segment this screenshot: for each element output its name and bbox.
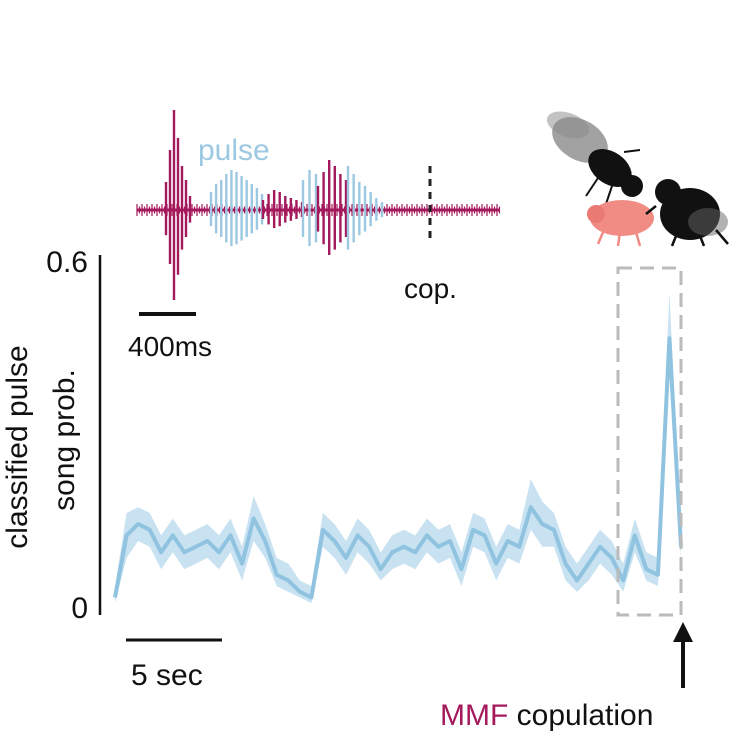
scalebar-400ms-label: 400ms — [128, 331, 212, 362]
copulation-highlight-box — [616, 266, 683, 617]
copulating-male-fly-icon — [645, 179, 729, 247]
copulation-annotation: MMF copulation — [440, 699, 653, 732]
y-axis-label-line1: classified pulse — [1, 345, 34, 548]
pulse-label: pulse — [198, 134, 270, 167]
male-fly-icon — [546, 111, 643, 205]
copulation-label: copulation — [517, 699, 654, 732]
female-fly-icon — [587, 200, 654, 247]
pulse-probability-chart: 0.6 0 classified pulse song prob. 5 sec … — [1, 246, 693, 732]
y-tick-label-bottom: 0 — [71, 592, 88, 625]
scalebar-5sec-label: 5 sec — [131, 659, 203, 692]
data-points — [114, 338, 682, 598]
copulation-arrow-icon — [673, 622, 693, 642]
song-trace-waveform — [136, 110, 501, 300]
y-axis-label-line2: song prob. — [48, 369, 81, 511]
copulation-space — [508, 699, 516, 732]
cop-label: cop. — [404, 273, 457, 304]
song-trace-inset: pulse cop. 400ms — [128, 110, 501, 362]
mmf-label: MMF — [440, 699, 508, 732]
mean-probability-line — [113, 336, 683, 600]
flies-illustration — [546, 111, 729, 247]
y-tick-label-top: 0.6 — [46, 246, 88, 279]
